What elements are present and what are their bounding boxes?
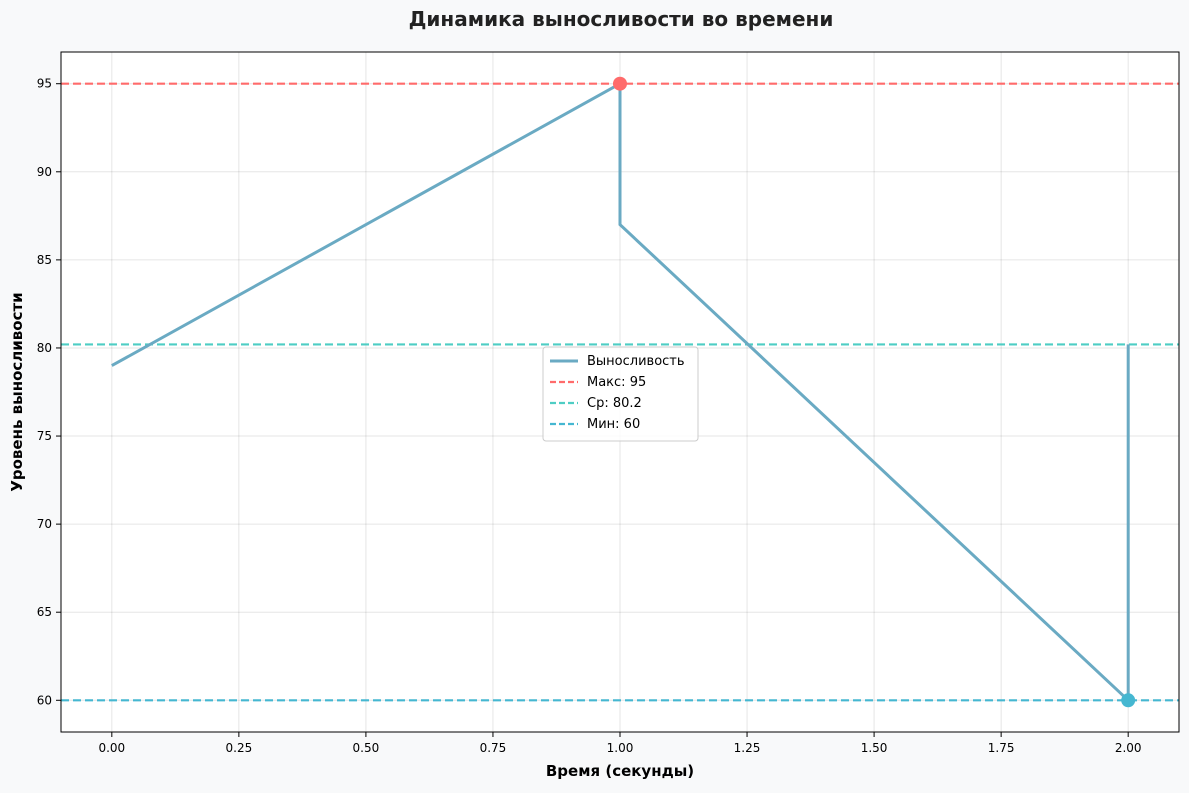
y-tick-label: 80 (37, 341, 52, 355)
x-tick-label: 0.25 (226, 741, 253, 755)
y-tick-label: 70 (37, 517, 52, 531)
legend-label: Ср: 80.2 (587, 396, 642, 411)
legend: Выносливость Макс: 95 Ср: 80.2 Мин: 60 (542, 346, 699, 442)
series-line (111, 81, 1130, 704)
y-axis-ticks: 60 65 70 75 80 85 90 95 (37, 77, 61, 707)
legend-box (542, 346, 699, 442)
legend-label: Макс: 95 (587, 375, 646, 390)
legend-label: Выносливость (587, 354, 685, 369)
x-axis-ticks: 0.00 0.25 0.50 0.75 1.00 1.25 1.50 1.75 2.00 (98, 732, 1142, 755)
x-tick-label: 1.00 (607, 741, 634, 755)
markers (613, 76, 1136, 708)
x-tick-label: 0.00 (98, 741, 125, 755)
x-tick-label: 2.00 (1115, 741, 1142, 755)
x-tick-label: 1.25 (734, 741, 761, 755)
x-tick-label: 1.75 (988, 741, 1015, 755)
extreme-point-marker (613, 76, 627, 91)
x-tick-label: 0.50 (353, 741, 380, 755)
y-tick-label: 90 (37, 165, 52, 179)
x-tick-label: 1.50 (861, 741, 888, 755)
y-tick-label: 65 (37, 605, 52, 619)
y-tick-label: 75 (37, 429, 52, 443)
y-tick-label: 60 (37, 693, 52, 707)
chart-title: Динамика выносливости во времени (409, 7, 834, 31)
y-tick-label: 95 (37, 77, 52, 91)
y-axis-label: Уровень выносливости (8, 292, 26, 491)
x-tick-label: 0.75 (480, 741, 507, 755)
series-layer (111, 81, 1130, 704)
extreme-point-marker (1121, 693, 1136, 708)
x-axis-label: Время (секунды) (546, 762, 694, 780)
y-tick-label: 85 (37, 253, 52, 267)
legend-label: Мин: 60 (587, 417, 640, 432)
